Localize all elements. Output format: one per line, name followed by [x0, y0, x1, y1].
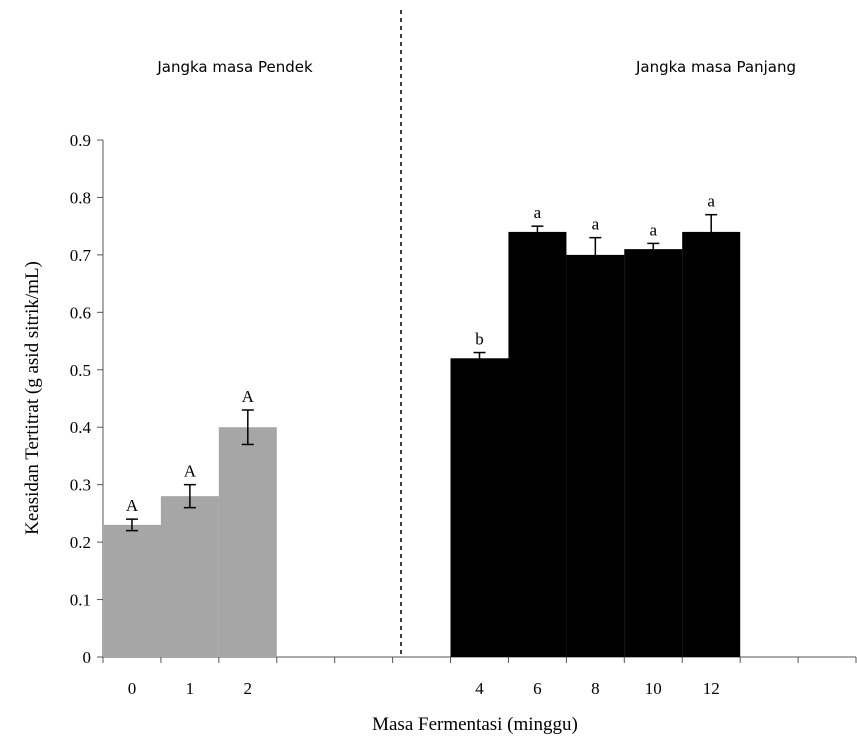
x-tick-label: 4 [475, 679, 484, 698]
x-tick-label: 8 [591, 679, 600, 698]
significance-label: a [592, 215, 600, 234]
bar [450, 358, 509, 657]
y-tick-label: 0.9 [70, 131, 91, 150]
x-tick-label: 12 [703, 679, 720, 698]
bar [160, 496, 219, 657]
bar [624, 249, 683, 657]
x-tick-label: 1 [186, 679, 195, 698]
group-label-short-term: Jangka masa Pendek [156, 58, 313, 76]
x-axis-ticks: 0 1 2 4 6 8 10 12 [102, 657, 857, 698]
significance-label: A [184, 462, 197, 481]
bar [682, 231, 741, 657]
x-tick-label: 10 [645, 679, 662, 698]
x-tick-label: 0 [128, 679, 137, 698]
bars [102, 231, 741, 657]
y-tick-label: 0.8 [70, 188, 91, 207]
significance-label: A [242, 387, 255, 406]
y-tick-label: 0.2 [70, 533, 91, 552]
y-tick-label: 0.3 [70, 476, 91, 495]
significance-label: b [475, 330, 484, 349]
significance-labels: A A Ab a a a a [126, 192, 716, 515]
y-axis-ticks: 0 0.1 0.2 0.3 0.4 0.5 0.6 0.7 0.8 0.9 [70, 131, 103, 667]
significance-label: a [649, 220, 657, 239]
y-tick-label: 0.1 [70, 591, 91, 610]
y-tick-label: 0.7 [70, 246, 92, 265]
x-tick-label: 2 [244, 679, 253, 698]
bar [218, 427, 277, 657]
x-axis-label: Masa Fermentasi (minggu) [372, 714, 578, 735]
bar [508, 231, 567, 657]
y-tick-label: 0.5 [70, 361, 91, 380]
group-label-long-term: Jangka masa Panjang [635, 58, 796, 76]
significance-label: A [126, 496, 139, 515]
y-axis-label: Keasidan Tertitrat (g asid sitrik/mL) [22, 261, 43, 535]
y-tick-label: 0 [83, 648, 92, 667]
y-tick-label: 0.4 [70, 418, 92, 437]
x-tick-label: 6 [533, 679, 542, 698]
bar [566, 254, 625, 657]
bar [102, 524, 161, 657]
significance-label: a [707, 192, 715, 211]
significance-label: a [534, 203, 542, 222]
y-tick-label: 0.6 [70, 303, 91, 322]
error-bars [125, 213, 718, 532]
